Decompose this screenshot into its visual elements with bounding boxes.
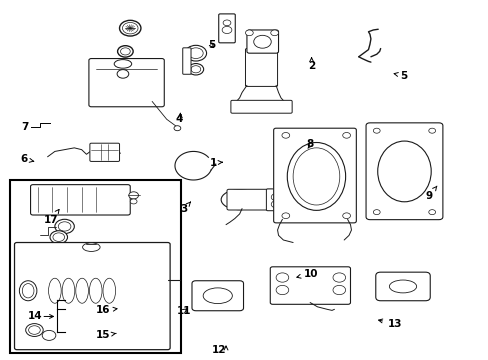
Ellipse shape bbox=[292, 148, 339, 205]
Text: 14: 14 bbox=[28, 311, 42, 321]
Ellipse shape bbox=[282, 213, 289, 219]
Ellipse shape bbox=[103, 278, 116, 303]
Ellipse shape bbox=[58, 222, 71, 231]
Text: 12: 12 bbox=[211, 345, 226, 355]
Ellipse shape bbox=[191, 66, 201, 73]
Ellipse shape bbox=[188, 64, 203, 75]
Text: 5: 5 bbox=[393, 71, 407, 81]
Ellipse shape bbox=[174, 126, 181, 131]
FancyBboxPatch shape bbox=[89, 59, 164, 107]
FancyBboxPatch shape bbox=[30, 185, 130, 215]
Ellipse shape bbox=[203, 288, 232, 303]
Ellipse shape bbox=[245, 30, 253, 36]
Ellipse shape bbox=[342, 132, 350, 138]
Ellipse shape bbox=[128, 192, 138, 199]
Text: 6: 6 bbox=[21, 154, 34, 164]
Ellipse shape bbox=[287, 143, 345, 210]
Ellipse shape bbox=[377, 141, 430, 202]
FancyBboxPatch shape bbox=[366, 123, 442, 220]
Ellipse shape bbox=[55, 219, 74, 234]
FancyBboxPatch shape bbox=[218, 14, 235, 43]
Ellipse shape bbox=[282, 132, 289, 138]
Ellipse shape bbox=[372, 210, 379, 215]
Text: 4: 4 bbox=[175, 113, 183, 123]
Ellipse shape bbox=[270, 30, 278, 36]
Ellipse shape bbox=[20, 281, 37, 301]
Ellipse shape bbox=[221, 190, 258, 210]
Ellipse shape bbox=[342, 213, 350, 219]
Ellipse shape bbox=[53, 233, 64, 242]
FancyBboxPatch shape bbox=[375, 272, 429, 301]
FancyBboxPatch shape bbox=[90, 143, 119, 161]
Ellipse shape bbox=[50, 231, 67, 244]
Text: 1: 1 bbox=[209, 158, 222, 168]
FancyBboxPatch shape bbox=[183, 48, 191, 74]
Text: 8: 8 bbox=[306, 139, 313, 149]
Ellipse shape bbox=[223, 20, 230, 26]
FancyBboxPatch shape bbox=[246, 30, 278, 53]
Ellipse shape bbox=[42, 330, 56, 341]
Ellipse shape bbox=[122, 22, 138, 34]
Ellipse shape bbox=[428, 210, 435, 215]
FancyBboxPatch shape bbox=[192, 281, 243, 311]
FancyBboxPatch shape bbox=[245, 49, 277, 86]
Ellipse shape bbox=[276, 285, 288, 295]
Ellipse shape bbox=[428, 128, 435, 133]
Ellipse shape bbox=[271, 201, 281, 208]
Text: 15: 15 bbox=[96, 330, 116, 341]
Ellipse shape bbox=[114, 60, 131, 68]
Ellipse shape bbox=[332, 273, 345, 282]
Ellipse shape bbox=[62, 278, 75, 303]
Ellipse shape bbox=[222, 26, 231, 33]
Ellipse shape bbox=[22, 284, 34, 298]
FancyBboxPatch shape bbox=[15, 243, 170, 350]
Ellipse shape bbox=[332, 285, 345, 295]
Ellipse shape bbox=[253, 35, 271, 48]
Bar bbox=[10, 180, 181, 353]
FancyBboxPatch shape bbox=[273, 128, 356, 223]
Text: 17: 17 bbox=[43, 210, 59, 225]
Ellipse shape bbox=[117, 46, 133, 57]
Ellipse shape bbox=[89, 278, 102, 303]
Text: 2: 2 bbox=[307, 58, 315, 71]
Text: 7: 7 bbox=[21, 122, 28, 132]
Text: 10: 10 bbox=[296, 269, 318, 279]
Ellipse shape bbox=[185, 45, 206, 61]
Ellipse shape bbox=[388, 280, 416, 293]
Ellipse shape bbox=[76, 278, 88, 303]
FancyBboxPatch shape bbox=[270, 267, 350, 304]
Text: 13: 13 bbox=[378, 319, 402, 329]
Ellipse shape bbox=[29, 326, 40, 334]
Text: 11: 11 bbox=[176, 306, 190, 316]
Ellipse shape bbox=[271, 194, 281, 201]
Ellipse shape bbox=[117, 69, 128, 78]
Ellipse shape bbox=[372, 128, 379, 133]
Ellipse shape bbox=[120, 48, 130, 55]
Ellipse shape bbox=[119, 20, 141, 36]
Text: 3: 3 bbox=[180, 202, 190, 214]
Ellipse shape bbox=[188, 48, 203, 59]
FancyBboxPatch shape bbox=[266, 189, 286, 211]
Text: 16: 16 bbox=[96, 305, 117, 315]
Ellipse shape bbox=[246, 50, 276, 85]
Ellipse shape bbox=[130, 199, 137, 204]
Ellipse shape bbox=[276, 273, 288, 282]
Ellipse shape bbox=[82, 243, 100, 251]
Ellipse shape bbox=[26, 324, 43, 337]
Ellipse shape bbox=[48, 278, 61, 303]
FancyBboxPatch shape bbox=[230, 100, 291, 113]
Text: 5: 5 bbox=[207, 40, 215, 50]
FancyBboxPatch shape bbox=[226, 189, 273, 210]
Text: 9: 9 bbox=[425, 186, 436, 201]
